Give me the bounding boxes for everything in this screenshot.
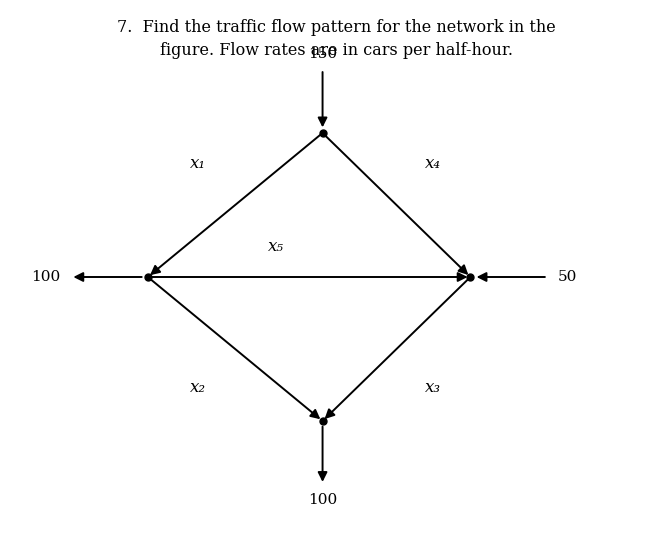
Text: x₄: x₄ <box>425 155 442 172</box>
Text: 7.  Find the traffic flow pattern for the network in the: 7. Find the traffic flow pattern for the… <box>117 19 555 37</box>
Text: figure. Flow rates are in cars per half-hour.: figure. Flow rates are in cars per half-… <box>159 42 513 59</box>
Text: x₅: x₅ <box>267 238 284 255</box>
Text: x₂: x₂ <box>190 379 206 396</box>
Text: 100: 100 <box>31 270 60 284</box>
Text: x₁: x₁ <box>190 155 206 172</box>
Text: 50: 50 <box>558 270 577 284</box>
Text: 100: 100 <box>308 493 337 507</box>
Text: x₃: x₃ <box>425 379 442 396</box>
Text: 150: 150 <box>308 47 337 61</box>
